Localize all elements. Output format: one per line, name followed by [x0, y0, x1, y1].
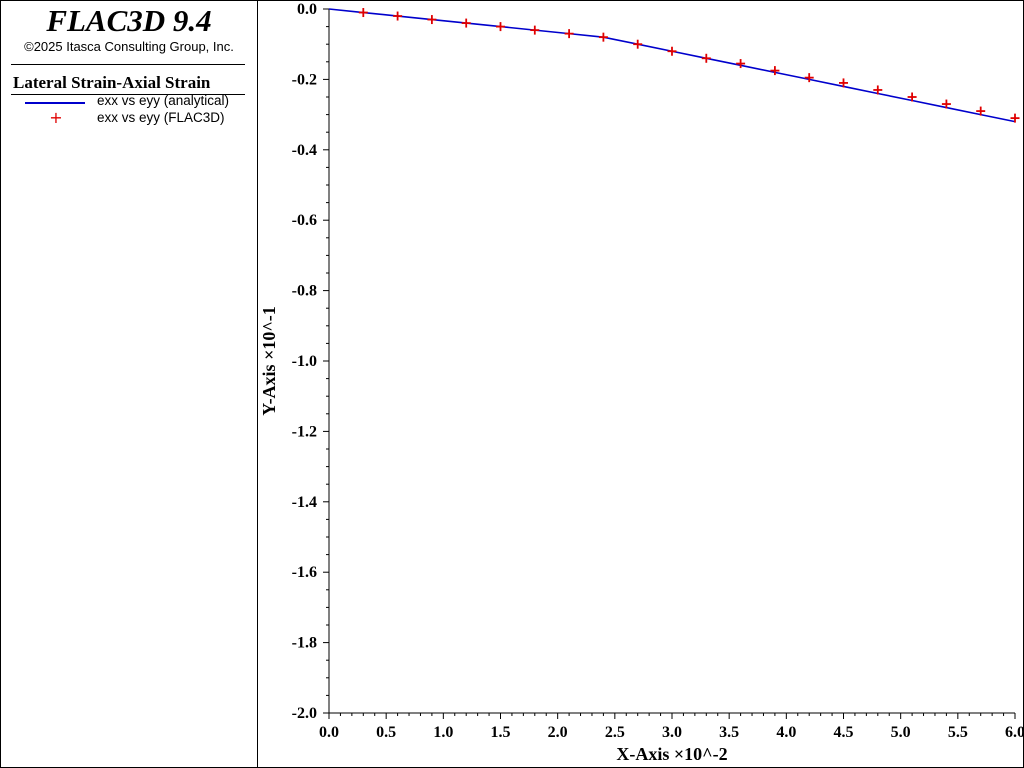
series-analytical-line [328, 8, 1016, 123]
flac3d-point [667, 46, 677, 56]
plot-title: Lateral Strain-Axial Strain [13, 73, 211, 92]
x-tick-label: 2.0 [548, 724, 568, 741]
flac3d-point [427, 15, 437, 25]
header-divider [11, 64, 245, 65]
x-tick-label: 5.5 [948, 724, 968, 741]
legend-panel: FLAC3D 9.4 ©2025 Itasca Consulting Group… [1, 1, 258, 767]
x-tick-label: 2.5 [605, 724, 625, 741]
flac3d-point [496, 22, 505, 32]
chart-ticks [323, 8, 1016, 719]
legend-cross-swatch: + [49, 108, 63, 127]
y-tick-label: -1.8 [292, 635, 317, 652]
flac3d-point [907, 92, 917, 102]
copyright-notice: ©2025 Itasca Consulting Group, Inc. [24, 39, 234, 54]
x-tick-label: 4.5 [834, 724, 854, 741]
app-title: FLAC3D 9.4 [46, 3, 212, 38]
x-tick-label: 1.0 [433, 724, 453, 741]
flac3d-point [976, 106, 986, 116]
y-tick-label: 0.0 [297, 1, 317, 18]
y-tick-label: -2.0 [292, 705, 317, 722]
flac3d-point [530, 25, 540, 35]
x-axis-title: X-Axis ×10^-2 [616, 744, 727, 764]
plot-title-underline [11, 94, 245, 95]
flac3d-point [701, 53, 711, 63]
flac3d-point [633, 39, 643, 49]
y-tick-label: -0.4 [292, 142, 317, 159]
flac3d-point [461, 18, 471, 28]
series-flac3d-points [358, 8, 1020, 123]
x-tick-label: 4.0 [776, 724, 796, 741]
x-tick-label: 0.0 [319, 724, 339, 741]
y-tick-label: -1.4 [292, 494, 317, 511]
flac3d-point [564, 29, 574, 39]
y-tick-label: -0.2 [292, 71, 317, 88]
flac3d-point [839, 78, 848, 88]
y-tick-label: -1.6 [292, 564, 317, 581]
flac3d-point [1010, 113, 1020, 123]
chart-axes [328, 9, 1015, 714]
y-axis-title: Y-Axis ×10^-1 [259, 306, 279, 416]
legend-line-swatch [25, 102, 85, 104]
chart-area: 0.0 0.5 1.0 1.5 2.0 2.5 3.0 3.5 4.0 4.5 5.0 5.5 6.0 0… [259, 1, 1023, 764]
flac3d-point [941, 99, 951, 109]
x-tick-label: 1.5 [491, 724, 511, 741]
legend-label-analytical: exx vs eyy (analytical) [97, 93, 230, 108]
x-tick-label: 5.0 [891, 724, 911, 741]
flac3d-point [598, 32, 608, 42]
y-tick-label: -1.2 [292, 423, 317, 440]
y-tick-label: -0.6 [292, 212, 317, 229]
y-tick-label: -1.0 [292, 353, 317, 370]
flac3d-point [393, 11, 403, 21]
legend-label-flac3d: exx vs eyy (FLAC3D) [97, 110, 225, 125]
flac3d-point [804, 73, 814, 83]
y-tick-label: -0.8 [292, 283, 317, 300]
flac3d-point [358, 8, 368, 18]
x-tick-label: 3.5 [719, 724, 739, 741]
x-tick-label: 3.0 [662, 724, 682, 741]
flac3d-point [873, 85, 883, 95]
chart-tick-labels: 0.0 0.5 1.0 1.5 2.0 2.5 3.0 3.5 4.0 4.5 5.0 5.5 6.0 0… [292, 1, 1023, 741]
x-tick-label: 0.5 [376, 724, 396, 741]
flac3d-point [770, 66, 780, 76]
flac3d-point [736, 59, 746, 69]
x-tick-label: 6.0 [1005, 724, 1023, 741]
